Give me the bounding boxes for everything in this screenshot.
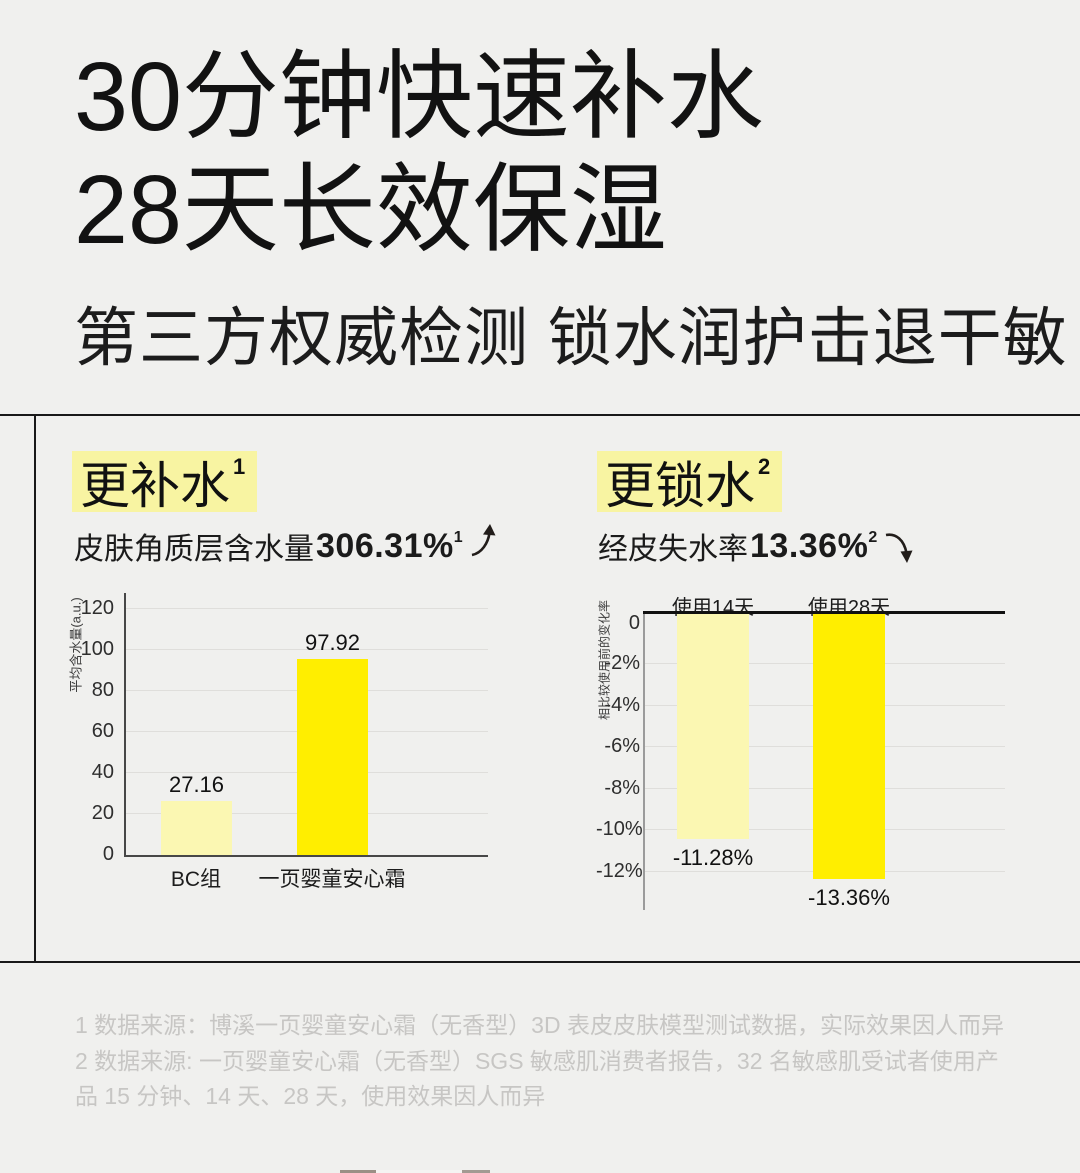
- trend-down-arrow-icon: [885, 533, 913, 563]
- category-label-product: 一页婴童安心霜: [258, 868, 406, 891]
- x-axis-line: [124, 855, 488, 857]
- stat-superscript: 2: [868, 529, 878, 546]
- next-section-sliver: [340, 1170, 376, 1173]
- divider-top: [0, 414, 1080, 416]
- stat-prefix: 经皮失水率: [598, 533, 748, 566]
- y-tick: 0: [102, 843, 114, 865]
- y-tick: 80: [91, 679, 114, 701]
- next-section-sliver: [376, 1170, 462, 1173]
- y-tick: 0: [628, 612, 640, 634]
- chart-water-loss: 相比较使用前的变化率 0 -2% -4% -6% -8% -10% -12% 使…: [596, 591, 1020, 931]
- stat-superscript: 1: [453, 529, 463, 546]
- bar-value-label: -11.28%: [672, 844, 754, 870]
- title-line-2: 28天长效保湿: [74, 155, 667, 264]
- page-subtitle: 第三方权威检测 锁水润护击退干敏: [74, 302, 1068, 374]
- y-tick: 40: [91, 761, 114, 783]
- y-tick: 120: [80, 597, 114, 619]
- footnote-1: 1 数据来源：博溪一页婴童安心霜（无香型）3D 表皮皮肤模型测试数据，实际效果因…: [75, 1012, 1004, 1038]
- bar-value-label: 97.92: [304, 630, 361, 656]
- y-tick: 60: [91, 720, 114, 742]
- bar-day14: [677, 614, 749, 839]
- zero-baseline: [643, 611, 1005, 614]
- plot-area: 27.16 97.92: [124, 593, 488, 857]
- y-tick: -2%: [604, 652, 640, 674]
- badge-superscript: 1: [233, 454, 246, 479]
- page-title: 30分钟快速补水 28天长效保湿: [74, 40, 764, 266]
- section-badge-moisture-lock: 更锁水 2: [597, 451, 783, 514]
- y-tick: -4%: [604, 694, 640, 716]
- badge-text: 更补水: [80, 457, 230, 514]
- next-section-sliver: [462, 1170, 490, 1173]
- bar-value-label: 27.16: [168, 771, 225, 797]
- title-line-1: 30分钟快速补水: [74, 42, 764, 151]
- y-tick: 20: [91, 802, 114, 824]
- stat-value: 306.31%: [316, 526, 454, 565]
- y-tick: 100: [80, 638, 114, 660]
- bar-day28: [813, 614, 885, 879]
- y-tick: -12%: [596, 860, 643, 882]
- stat-moisture-lock: 经皮失水率 13.36% 2: [598, 524, 915, 568]
- bar-bc-group: [161, 800, 232, 855]
- trend-up-arrow-icon: [471, 524, 496, 557]
- footnote-2: 2 数据来源: 一页婴童安心霜（无香型）SGS 敏感肌消费者报告，32 名敏感肌…: [75, 1047, 999, 1110]
- category-label-bc-group: BC组: [170, 868, 222, 891]
- plot-area: -11.28% -13.36%: [643, 611, 1005, 910]
- y-axis-line: [124, 593, 126, 857]
- divider-bottom: [0, 961, 1080, 963]
- bar-value-label: -13.36%: [808, 884, 890, 910]
- y-tick: -10%: [596, 818, 643, 840]
- footnotes: 1 数据来源：博溪一页婴童安心霜（无香型）3D 表皮皮肤模型测试数据，实际效果因…: [75, 1008, 1015, 1115]
- gridline: [126, 608, 488, 609]
- stat-hydration: 皮肤角质层含水量 306.31% 1: [74, 524, 498, 568]
- badge-text: 更锁水: [605, 457, 755, 514]
- y-axis-line: [643, 611, 645, 910]
- divider-left-vertical: [34, 414, 36, 963]
- bar-product: [297, 659, 368, 855]
- section-badge-hydration: 更补水 1: [72, 451, 258, 514]
- badge-superscript: 2: [758, 454, 771, 479]
- y-tick: -6%: [604, 735, 640, 757]
- gridline: [126, 649, 488, 650]
- chart-moisture-content: 平均含水量(a.u.) 120 100 80 60 40 20 0 27.16 …: [64, 591, 504, 901]
- stat-prefix: 皮肤角质层含水量: [74, 533, 314, 566]
- stat-value: 13.36%: [750, 526, 869, 565]
- y-tick: -8%: [604, 777, 640, 799]
